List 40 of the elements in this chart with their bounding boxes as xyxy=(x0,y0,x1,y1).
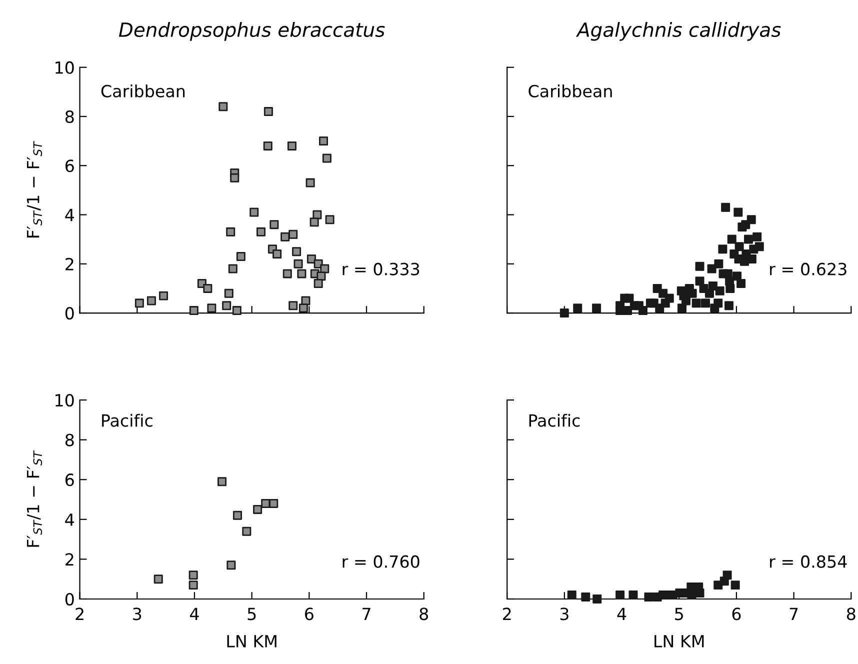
x-tick-label: 6 xyxy=(305,608,314,620)
chart-title: Dendropsophus ebraccatus xyxy=(118,22,385,41)
y-axis-title: F′$_{ST}$/1 − F′$_{ST}$ xyxy=(26,140,42,238)
x-axis-title: LN KM xyxy=(654,635,704,648)
x-tick-label: 2 xyxy=(502,608,511,620)
y-tick-label: 2 xyxy=(66,553,74,566)
x-tick-label: 8 xyxy=(846,608,856,620)
annotation: r = 0.333 xyxy=(342,262,420,276)
annotation: Caribbean xyxy=(528,84,612,98)
x-tick-label: 7 xyxy=(362,608,370,620)
annotation: r = 0.623 xyxy=(770,262,846,276)
y-tick-label: 0 xyxy=(65,592,74,606)
y-tick-label: 6 xyxy=(65,160,74,172)
x-tick-label: 4 xyxy=(190,608,199,620)
annotation: r = 0.854 xyxy=(770,555,847,568)
x-tick-label: 5 xyxy=(248,608,256,620)
x-tick-label: 4 xyxy=(617,608,626,620)
y-tick-label: 10 xyxy=(56,394,74,407)
x-tick-label: 3 xyxy=(560,608,568,620)
x-tick-label: 7 xyxy=(790,608,798,620)
annotation: Caribbean xyxy=(101,84,185,98)
annotation: Pacific xyxy=(529,414,580,427)
annotation: r = 0.760 xyxy=(342,555,420,568)
y-tick-label: 6 xyxy=(65,474,74,486)
y-tick-label: 10 xyxy=(56,61,74,74)
y-tick-label: 4 xyxy=(65,208,74,222)
y-tick-label: 8 xyxy=(65,434,74,446)
y-axis-title: F′$_{ST}$/1 − F′$_{ST}$ xyxy=(26,450,42,547)
x-axis-title: LN KM xyxy=(227,635,276,648)
y-tick-label: 8 xyxy=(65,110,74,124)
x-tick-label: 3 xyxy=(133,608,142,620)
y-tick-label: 2 xyxy=(66,258,74,270)
x-tick-label: 5 xyxy=(675,608,683,620)
annotation: Pacific xyxy=(102,414,152,427)
y-tick-label: 4 xyxy=(65,514,74,526)
x-tick-label: 8 xyxy=(420,608,428,620)
chart-title: Agalychnis callidryas xyxy=(576,22,781,41)
x-tick-label: 6 xyxy=(732,608,741,620)
y-tick-label: 0 xyxy=(65,306,74,320)
x-tick-label: 2 xyxy=(76,608,84,620)
